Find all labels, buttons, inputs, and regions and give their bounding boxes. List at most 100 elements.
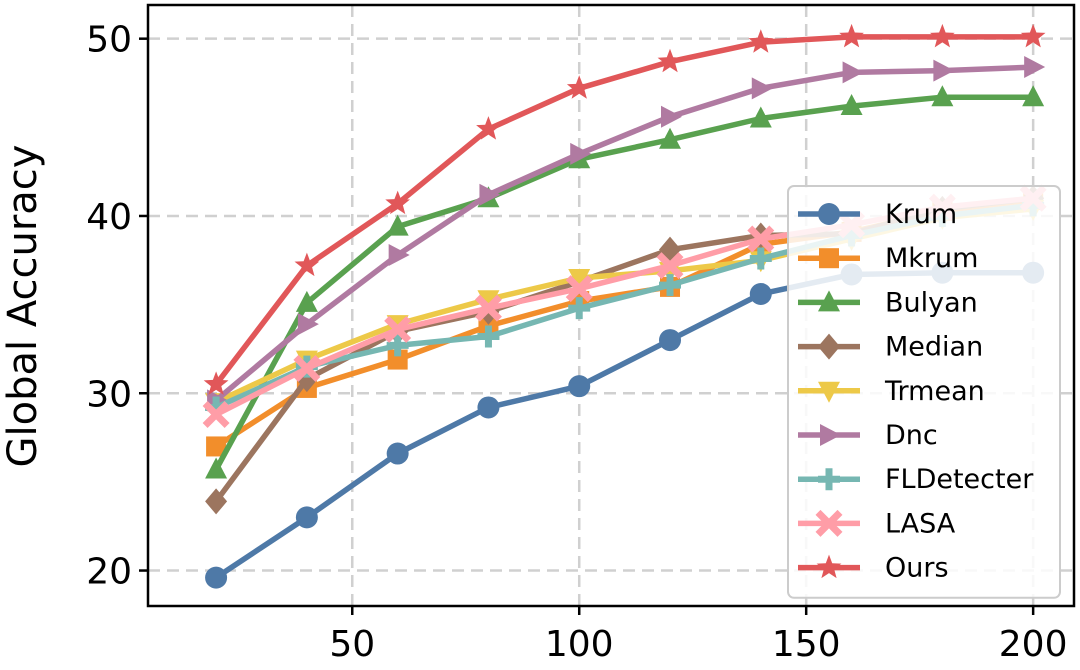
legend-label: Trmean bbox=[884, 376, 985, 407]
series-dnc bbox=[207, 56, 1046, 412]
legend-item-ours: Ours bbox=[798, 553, 949, 584]
x-tick-label: 150 bbox=[772, 624, 841, 665]
legend-item-bulyan: Bulyan bbox=[798, 287, 978, 318]
legend-label: Ours bbox=[885, 553, 949, 584]
data-point-lasa bbox=[565, 275, 593, 303]
legend-label: FLDetecter bbox=[885, 464, 1034, 495]
legend-label: Mkrum bbox=[885, 243, 978, 274]
data-point-dnc bbox=[297, 313, 319, 336]
series-line-bulyan bbox=[213, 94, 1034, 471]
x-axis: 50 100 150 200 bbox=[329, 606, 1068, 665]
data-point-bulyan bbox=[749, 106, 772, 128]
y-axis-label: Global Accuracy bbox=[0, 145, 46, 468]
data-point-fldetecter bbox=[568, 297, 591, 320]
legend-box bbox=[787, 185, 1061, 599]
series-ours bbox=[203, 23, 1046, 395]
data-point-lasa bbox=[384, 315, 412, 343]
data-point-dnc bbox=[751, 77, 773, 100]
data-point-trmean bbox=[568, 269, 591, 291]
y-axis: 20 30 40 50 bbox=[86, 20, 148, 593]
data-point-krum bbox=[205, 566, 228, 589]
legend: Krum Mkrum Bulyan Median Trmean Dnc FLDetecter… bbox=[787, 185, 1061, 599]
data-point-dnc bbox=[570, 142, 592, 165]
y-tick-label: 50 bbox=[86, 20, 132, 61]
data-point-dnc bbox=[1024, 56, 1046, 79]
y-tick-label: 20 bbox=[86, 552, 132, 593]
data-point-ours bbox=[203, 371, 229, 395]
data-point-bulyan bbox=[1022, 85, 1045, 107]
data-point-dnc bbox=[388, 243, 410, 266]
data-point-median bbox=[205, 488, 228, 515]
data-point-lasa bbox=[202, 401, 230, 429]
data-point-fldetecter bbox=[749, 247, 772, 270]
data-point-krum bbox=[386, 442, 409, 465]
data-point-mkrum bbox=[387, 349, 408, 370]
data-point-dnc bbox=[479, 183, 501, 206]
data-point-bulyan bbox=[659, 127, 682, 149]
data-point-krum bbox=[659, 329, 682, 352]
data-point-dnc bbox=[661, 105, 683, 128]
data-point-ours bbox=[566, 75, 592, 99]
data-point-ours bbox=[748, 29, 774, 53]
data-point-fldetecter bbox=[659, 274, 682, 297]
series-line-ours bbox=[213, 34, 1034, 387]
data-point-lasa bbox=[293, 354, 321, 382]
legend-swatch-marker bbox=[818, 290, 840, 312]
legend-swatch-marker bbox=[816, 554, 842, 579]
legend-item-median: Median bbox=[798, 332, 983, 363]
x-tick-label: 200 bbox=[999, 624, 1068, 665]
data-point-bulyan bbox=[386, 214, 409, 236]
data-point-ours bbox=[657, 48, 683, 73]
data-point-ours bbox=[839, 23, 864, 48]
data-point-dnc bbox=[933, 59, 955, 82]
data-point-lasa bbox=[747, 225, 775, 253]
data-point-dnc bbox=[842, 61, 864, 84]
legend-item-dnc: Dnc bbox=[798, 420, 938, 451]
legend-swatch-marker bbox=[815, 509, 843, 537]
data-point-bulyan bbox=[931, 85, 954, 107]
data-point-bulyan bbox=[295, 290, 318, 312]
data-point-bulyan bbox=[840, 94, 863, 116]
legend-item-trmean: Trmean bbox=[798, 376, 985, 407]
plot-frame bbox=[146, 3, 1076, 608]
series-line-dnc bbox=[214, 64, 1034, 403]
data-point-ours bbox=[294, 252, 320, 277]
data-point-bulyan bbox=[205, 457, 228, 479]
data-point-fldetecter bbox=[205, 396, 228, 419]
legend-item-lasa: LASA bbox=[798, 508, 956, 539]
legend-label: Bulyan bbox=[885, 287, 978, 318]
data-point-ours bbox=[1020, 23, 1046, 48]
legend-swatch-marker bbox=[818, 203, 840, 225]
data-point-median bbox=[659, 236, 682, 263]
x-tick-label: 50 bbox=[329, 624, 375, 665]
data-point-ours bbox=[385, 190, 410, 215]
y-tick-label: 30 bbox=[86, 374, 132, 415]
data-point-krum bbox=[568, 375, 591, 398]
legend-item-krum: Krum bbox=[798, 199, 957, 230]
legend-item-mkrum: Mkrum bbox=[798, 243, 978, 274]
data-point-fldetecter bbox=[386, 334, 409, 357]
data-point-ours bbox=[476, 116, 501, 140]
data-point-fldetecter bbox=[477, 325, 500, 348]
data-point-trmean bbox=[477, 290, 500, 312]
legend-swatch-marker bbox=[819, 248, 839, 269]
legend-item-fldetecter: FLDetecter bbox=[798, 464, 1034, 495]
legend-swatch-marker bbox=[818, 333, 840, 360]
data-point-ours bbox=[930, 23, 955, 48]
data-point-lasa bbox=[474, 294, 502, 322]
legend-swatch-marker bbox=[818, 468, 840, 491]
data-point-krum bbox=[295, 506, 318, 529]
legend-label: Dnc bbox=[885, 420, 938, 451]
legend-swatch-marker bbox=[820, 424, 841, 446]
legend-swatch-marker bbox=[818, 381, 840, 403]
legend-label: Krum bbox=[885, 199, 957, 230]
legend-label: LASA bbox=[885, 508, 956, 539]
data-point-krum bbox=[477, 396, 500, 419]
legend-label: Median bbox=[885, 332, 983, 363]
data-point-lasa bbox=[656, 252, 684, 280]
data-point-krum bbox=[749, 282, 772, 305]
x-tick-label: 100 bbox=[545, 624, 614, 665]
y-tick-label: 40 bbox=[86, 197, 132, 238]
data-point-mkrum bbox=[206, 436, 227, 457]
